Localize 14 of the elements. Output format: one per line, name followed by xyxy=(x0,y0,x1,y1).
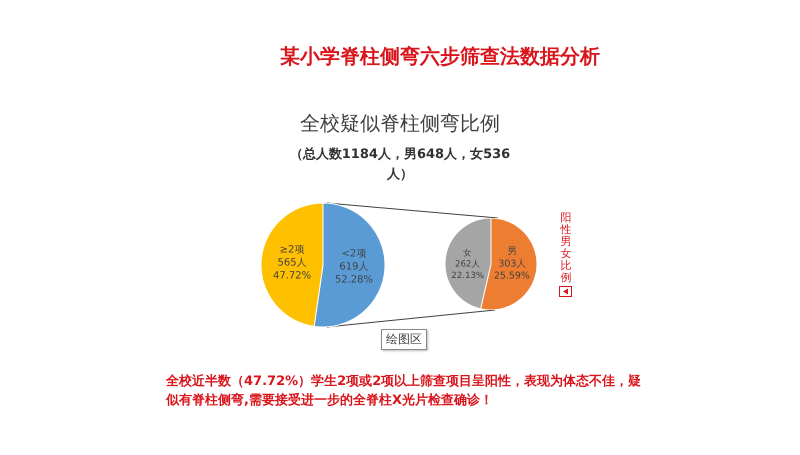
data-label: 262人 22.13% xyxy=(451,258,484,281)
text: 阳性男女比例 xyxy=(559,211,572,284)
data-label: 619人 52.28% xyxy=(334,262,373,286)
slice-label: <2项 xyxy=(342,248,366,260)
text: 全校近半数（47.72%）学生2项或2项以上筛查项目呈阳性，表现为体态不佳，疑似有脊柱侧弯,需要接受进一步的全脊柱X光片检查确诊！ xyxy=(166,373,642,410)
text: 绘图区 xyxy=(381,329,427,350)
slice-label: 男 xyxy=(507,246,516,258)
chart-title: 全校疑似脊柱侧弯比例 xyxy=(299,110,501,137)
data-label: 565人 47.72% xyxy=(272,257,312,282)
data-label: 303人 25.59% xyxy=(494,258,530,282)
slice-label: 女 xyxy=(463,247,472,258)
slice-label: ≥2项 xyxy=(280,244,304,256)
chart-subtitle: （总人数1184人，男648人，女536人） xyxy=(288,146,512,184)
text: 某小学脊柱侧弯六步筛查法数据分析 xyxy=(279,43,601,70)
